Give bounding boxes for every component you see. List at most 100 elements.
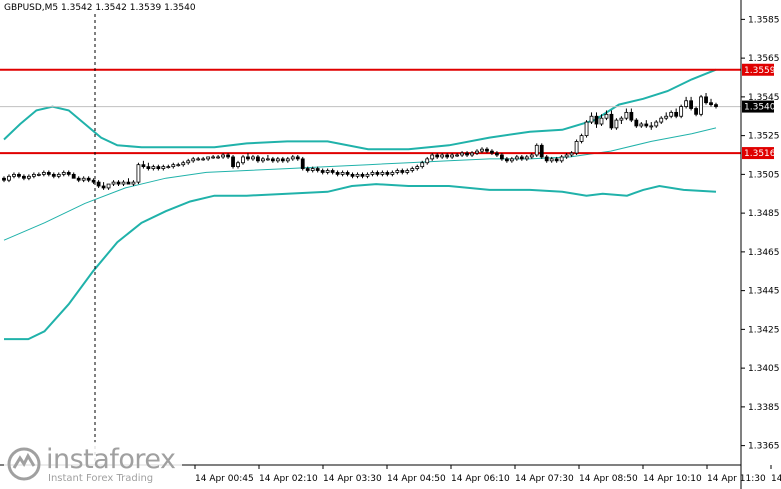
candle bbox=[450, 153, 455, 159]
candle-body bbox=[136, 164, 141, 183]
candle bbox=[305, 166, 310, 173]
candle bbox=[201, 156, 206, 161]
candle-body bbox=[370, 172, 375, 175]
candle bbox=[270, 156, 275, 163]
x-tick-label: 14 Apr 08:50 bbox=[579, 474, 638, 484]
candle bbox=[46, 170, 51, 177]
candle-body bbox=[564, 154, 569, 158]
candle bbox=[91, 178, 96, 185]
x-tick-label: 14 Apr 06:10 bbox=[451, 474, 510, 484]
candle-body bbox=[594, 115, 599, 125]
candle bbox=[26, 174, 31, 181]
candle bbox=[221, 153, 225, 159]
candle bbox=[12, 172, 16, 179]
candle bbox=[504, 156, 509, 163]
candle bbox=[465, 151, 469, 157]
candle-body bbox=[559, 156, 564, 162]
candle bbox=[176, 162, 181, 167]
candle bbox=[231, 155, 235, 169]
x-tick-label: 14 Apr 11:30 bbox=[707, 474, 766, 484]
candle-body bbox=[684, 100, 689, 107]
candle-body bbox=[101, 185, 106, 189]
candle-body bbox=[524, 156, 529, 160]
candle bbox=[320, 168, 325, 175]
candle-body bbox=[514, 156, 519, 160]
candle bbox=[549, 156, 554, 163]
candle bbox=[639, 122, 644, 128]
candle bbox=[196, 156, 201, 161]
candle bbox=[241, 155, 245, 165]
candle bbox=[380, 170, 385, 177]
candle-body bbox=[251, 156, 255, 160]
candle-body bbox=[246, 156, 250, 160]
current-price-tag-bg bbox=[742, 100, 774, 113]
candle bbox=[460, 151, 464, 157]
candle bbox=[350, 172, 355, 179]
candle-body bbox=[420, 162, 425, 168]
candle-body bbox=[241, 156, 245, 164]
candle-body bbox=[490, 150, 494, 154]
candle-body bbox=[619, 117, 624, 121]
candle-body bbox=[544, 156, 549, 162]
candle-body bbox=[649, 125, 654, 128]
candle bbox=[559, 155, 564, 163]
candle bbox=[574, 139, 579, 155]
candle-body bbox=[261, 158, 265, 162]
candle-body bbox=[141, 164, 146, 168]
candle bbox=[161, 164, 166, 171]
candle bbox=[206, 156, 211, 161]
x-tick-label: 14 Apr 02:10 bbox=[259, 474, 318, 484]
candle bbox=[226, 153, 230, 159]
y-tick-label: 1.3425 bbox=[748, 325, 780, 335]
candle bbox=[166, 164, 171, 169]
candle-body bbox=[664, 115, 669, 119]
candle-body bbox=[539, 144, 544, 158]
candle-body bbox=[161, 166, 166, 169]
candle-body bbox=[694, 108, 698, 115]
candle-body bbox=[500, 154, 504, 160]
candle-body bbox=[574, 141, 579, 154]
candle bbox=[470, 151, 474, 157]
candle-body bbox=[151, 166, 156, 169]
candle bbox=[111, 180, 116, 186]
candle bbox=[261, 156, 265, 163]
candle bbox=[275, 156, 280, 163]
candle bbox=[256, 155, 260, 163]
candle-body bbox=[310, 168, 315, 171]
candle-body bbox=[2, 177, 6, 181]
candle-body bbox=[7, 175, 11, 181]
candle bbox=[579, 133, 584, 144]
candle-body bbox=[554, 158, 559, 162]
candle-body bbox=[360, 173, 365, 177]
candle-body bbox=[320, 170, 325, 173]
candle-body bbox=[504, 158, 509, 162]
candle bbox=[614, 118, 619, 130]
candle bbox=[136, 162, 141, 185]
candle-body bbox=[639, 123, 644, 127]
candle bbox=[659, 116, 664, 124]
candle-body bbox=[699, 96, 703, 115]
candle-body bbox=[689, 100, 694, 109]
candle-body bbox=[191, 158, 196, 162]
candle-body bbox=[385, 172, 390, 175]
candle-body bbox=[275, 158, 280, 162]
candle-body bbox=[181, 162, 186, 166]
candle-body bbox=[335, 172, 340, 175]
y-tick-label: 1.3465 bbox=[748, 248, 780, 258]
candle bbox=[17, 172, 21, 179]
candle-body bbox=[634, 119, 639, 127]
bollinger-middle-band bbox=[3, 127, 717, 241]
candle bbox=[186, 158, 191, 165]
candle bbox=[121, 180, 126, 186]
candle-body bbox=[46, 172, 51, 175]
candle bbox=[500, 153, 504, 161]
bollinger-upper-band bbox=[3, 68, 717, 151]
candle bbox=[554, 156, 559, 163]
candle-body bbox=[654, 121, 659, 127]
candle bbox=[514, 155, 519, 161]
candle-body bbox=[604, 113, 609, 119]
y-tick-label: 1.3365 bbox=[748, 442, 780, 452]
candle-body bbox=[236, 162, 240, 168]
instaforex-logo: instaforex Instant Forex Trading bbox=[4, 442, 182, 486]
